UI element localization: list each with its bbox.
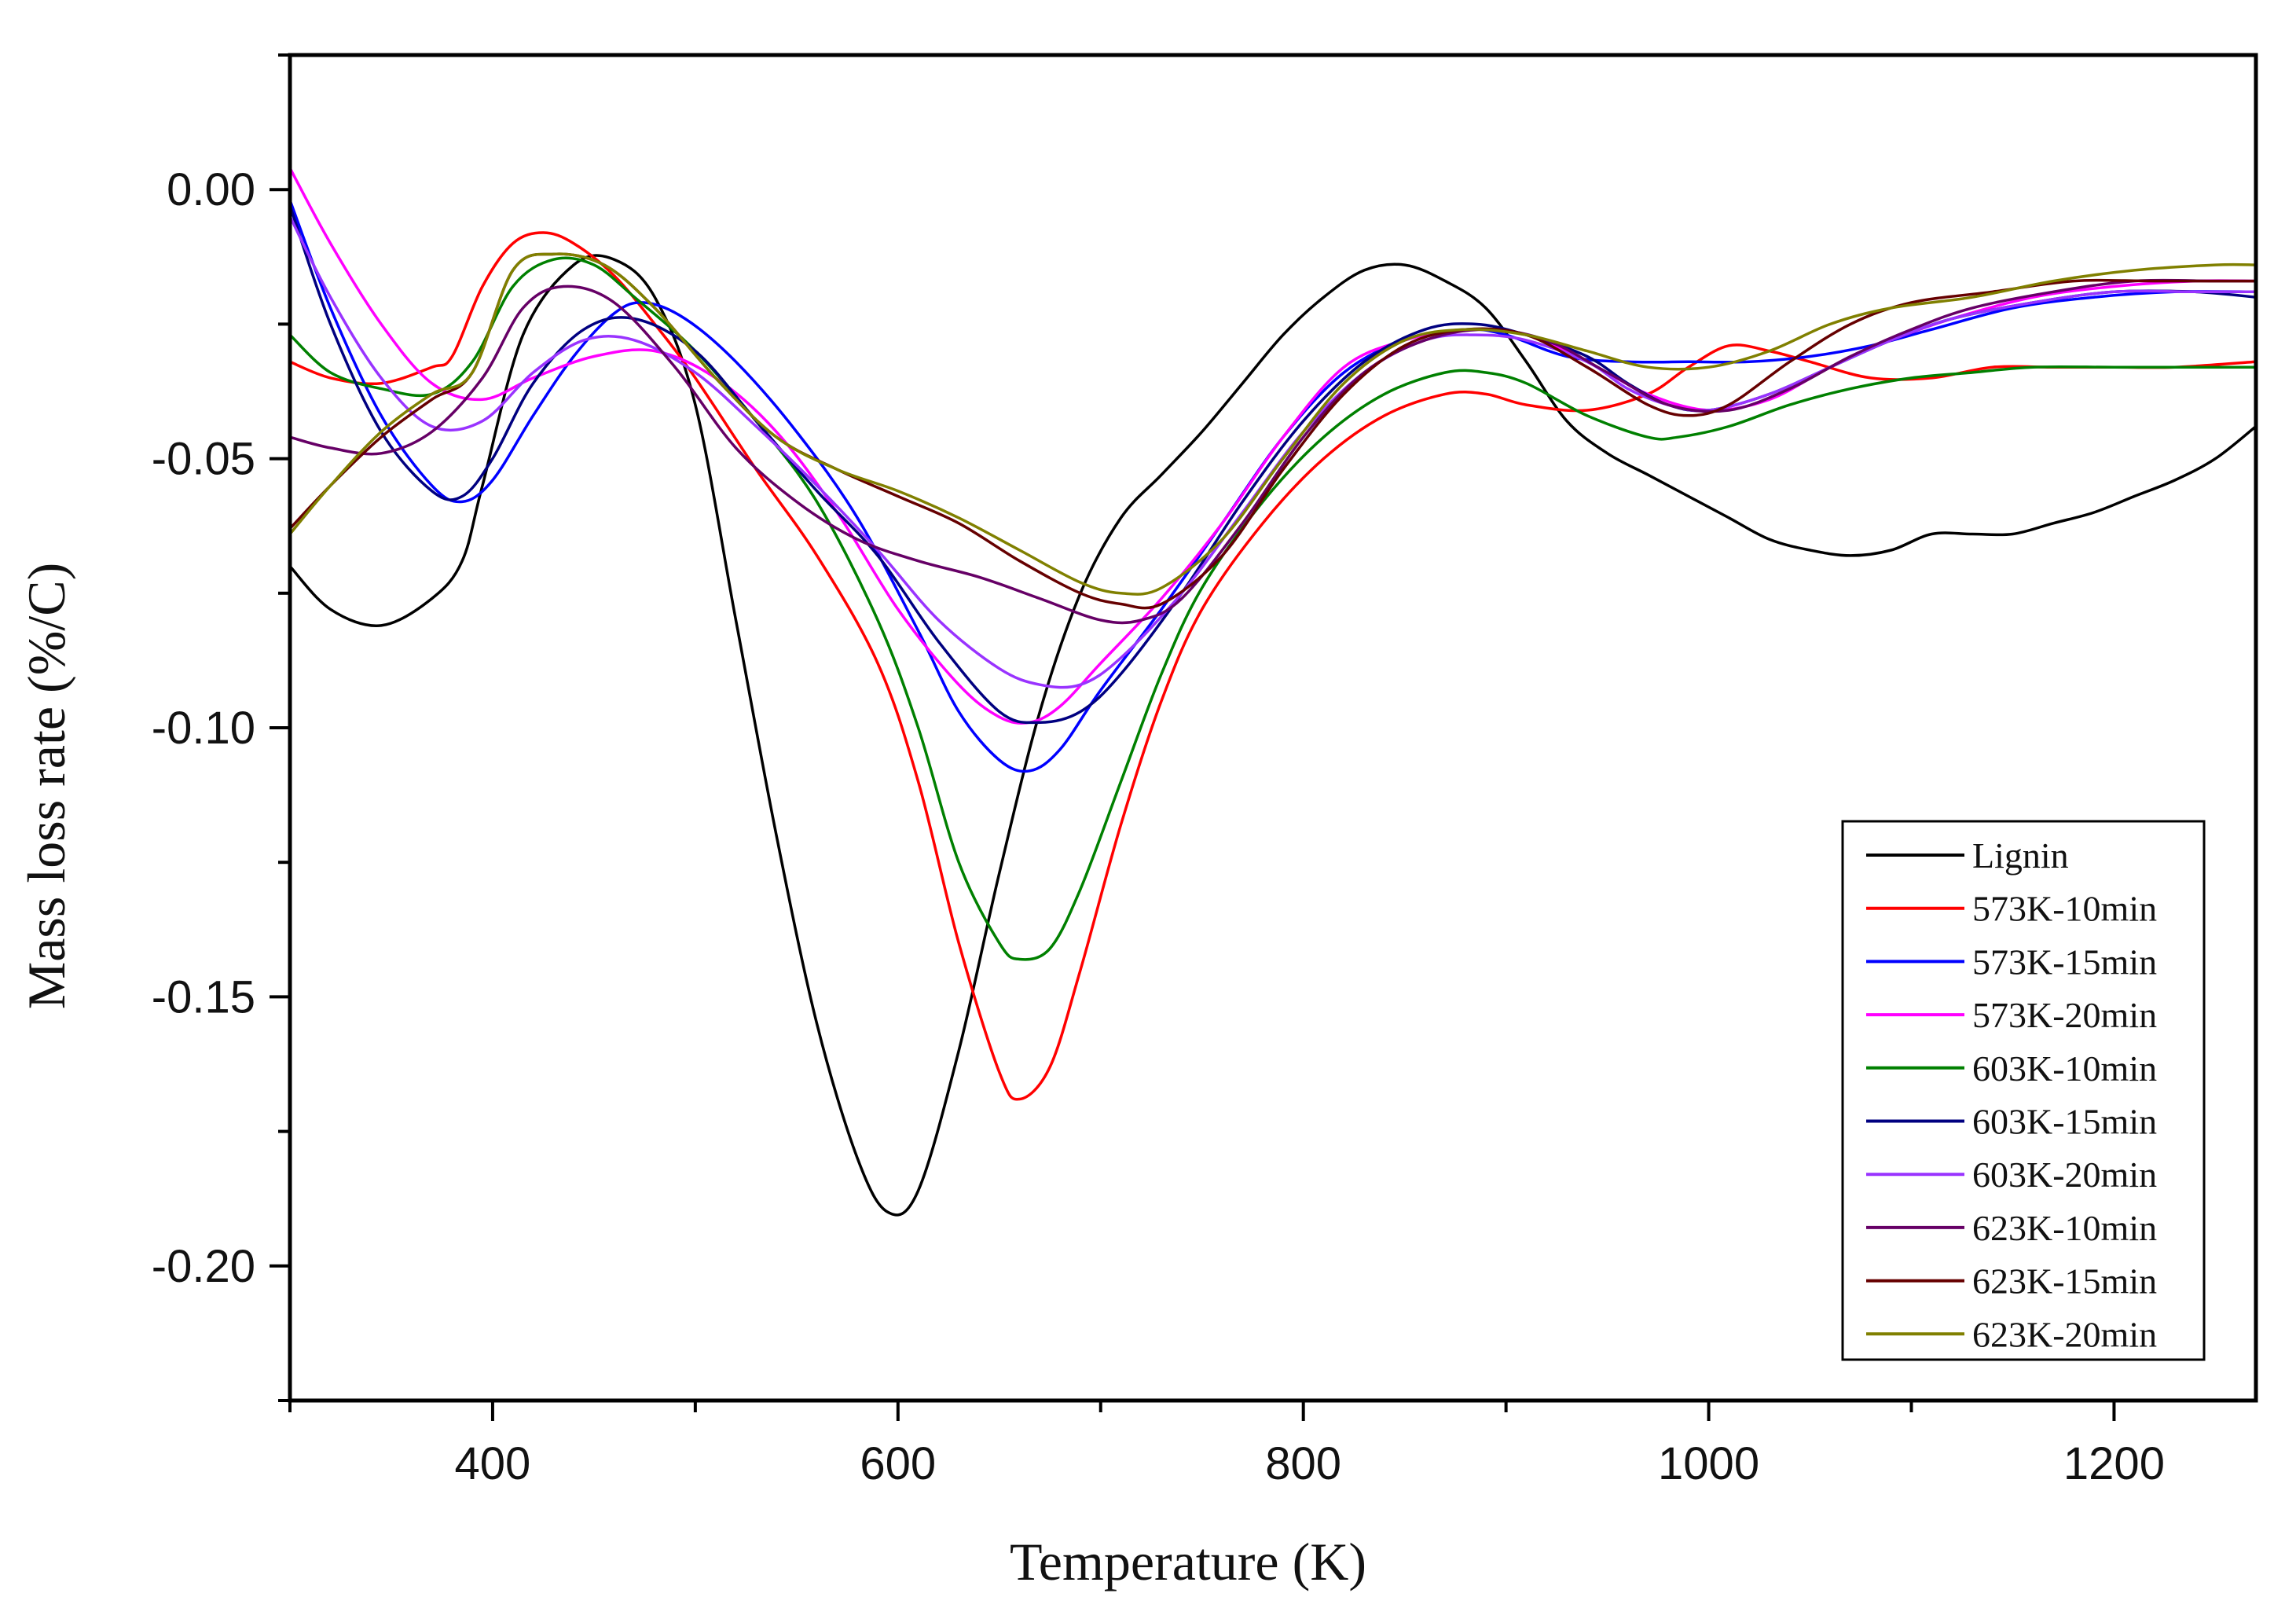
series-line-603k-10min	[288, 256, 2256, 961]
y-tick-label: -0.15	[152, 971, 255, 1022]
ticks-layer: 400 600 800 1000 1200 0.00 -0.05 -0.10 -0.15 -0.2…	[152, 53, 2165, 1489]
legend-box	[1841, 820, 2206, 1361]
series-line-573k-10min	[289, 231, 2257, 1101]
series-line-lignin	[288, 254, 2257, 1217]
legend-label: 623K-20min	[1972, 1314, 2157, 1354]
legend-label: 623K-10min	[1972, 1208, 2157, 1248]
x-tick-label: 800	[1265, 1438, 1341, 1489]
series-layer	[288, 167, 2257, 1217]
series-line-623k-15min	[288, 252, 2256, 610]
series-line-603k-20min	[288, 215, 2256, 689]
y-axis-title: Mass loss rate (%/C)	[17, 563, 76, 1009]
legend-label: 603K-20min	[1972, 1155, 2157, 1195]
legend-label: 573K-20min	[1972, 995, 2157, 1035]
legend-label: 603K-15min	[1972, 1102, 2157, 1142]
x-tick-label: 400	[455, 1438, 531, 1489]
legend: Lignin 573K-10min 573K-15min 573K-20min 603K…	[1841, 820, 2206, 1361]
y-tick-label: 0.00	[167, 164, 255, 215]
legend-label: 623K-15min	[1972, 1261, 2157, 1301]
legend-items: Lignin 573K-10min 573K-15min 573K-20min 603K…	[1866, 835, 2157, 1354]
series-line-603k-15min	[288, 205, 2257, 725]
legend-label: Lignin	[1972, 835, 2069, 876]
legend-label: 573K-10min	[1972, 889, 2157, 929]
legend-label: 603K-10min	[1972, 1048, 2157, 1089]
y-tick-label: -0.20	[152, 1241, 255, 1292]
y-tick-label: -0.05	[152, 434, 255, 485]
x-axis-title: Temperature (K)	[1010, 1532, 1366, 1591]
series-line-623k-20min	[288, 252, 2257, 596]
legend-label: 573K-15min	[1972, 942, 2157, 982]
x-tick-label: 1200	[2063, 1438, 2165, 1489]
x-tick-label: 600	[860, 1438, 936, 1489]
x-tick-label: 1000	[1658, 1438, 1759, 1489]
y-tick-label: -0.10	[152, 703, 255, 754]
series-line-573k-15min	[288, 200, 2257, 773]
